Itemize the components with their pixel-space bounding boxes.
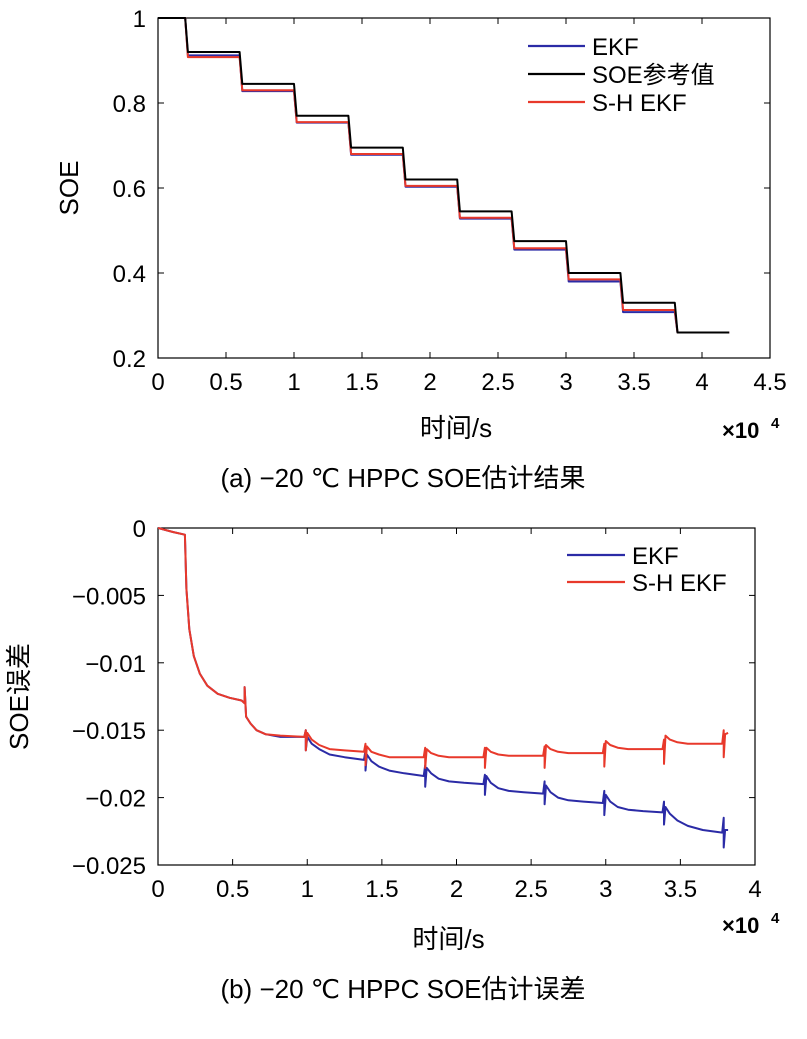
chart-b-y-tick-label: −0.025: [72, 853, 146, 880]
chart-a-x-exponent-power: 4: [771, 415, 780, 432]
chart-a-caption: (a) −20 ℃ HPPC SOE估计结果: [220, 463, 585, 493]
chart-b-legend-entry-0: EKF: [632, 543, 679, 570]
chart-b-y-tick-label: −0.005: [72, 583, 146, 610]
chart-a-x-tick-label: 4.5: [753, 369, 786, 396]
chart-b-y-tick-label: −0.01: [85, 651, 146, 678]
chart-a-y-tick-label: 0.8: [113, 91, 146, 118]
chart-a-x-tick-label: 3: [559, 369, 572, 396]
chart-a-y-tick-label: 0.2: [113, 346, 146, 373]
chart-b-legend-entry-1: S-H EKF: [632, 570, 727, 597]
chart-a-x-tick-label: 2.5: [481, 369, 514, 396]
chart-b-y-tick-label: −0.02: [85, 786, 146, 813]
chart-a-x-tick-label: 1.5: [345, 369, 378, 396]
chart-a-x-exponent-base: ×10: [722, 418, 759, 443]
chart-b-x-tick-label: 1: [301, 876, 314, 903]
chart-a-y-axis-label: SOE: [54, 161, 84, 216]
chart-a-legend-entry-2: S-H EKF: [592, 90, 687, 117]
chart-a-series-line-1: [158, 17, 730, 334]
chart-a-x-axis-label: 时间/s: [420, 413, 492, 443]
chart-b-x-tick-label: 1.5: [365, 876, 398, 903]
chart-b-caption: (b) −20 ℃ HPPC SOE估计误差: [220, 974, 585, 1004]
chart-b-y-tick-label: 0: [133, 516, 146, 543]
chart-b-series-line-1: [158, 527, 729, 769]
chart-a-y-tick-label: 0.4: [113, 261, 146, 288]
chart-a-y-tick-label: 0.6: [113, 176, 146, 203]
chart-b-x-tick-label: 2.5: [514, 876, 547, 903]
chart-a-x-tick-label: 4: [695, 369, 708, 396]
chart-b-x-tick-label: 3: [599, 876, 612, 903]
chart-b-y-tick-label: −0.015: [72, 718, 146, 745]
chart-a-group: 0 0.5 1 1.5 2 2.5 3 3.5 4 4.5 0.2 0.4 0.6 0.8 1 EKFSOE参…: [54, 6, 787, 493]
chart-a-x-tick-label: 0: [151, 369, 164, 396]
chart-b-x-axis-label: 时间/s: [412, 924, 484, 954]
chart-b-x-tick-label: 3.5: [664, 876, 697, 903]
chart-b-group: 0 0.5 1 1.5 2 2.5 3 3.5 4 −0.025 −0.02 −0.015 −0.01 −…: [4, 516, 780, 1004]
chart-a-x-tick-label: 0.5: [209, 369, 242, 396]
chart-b-x-exponent-power: 4: [771, 910, 780, 927]
chart-b-y-axis-label: SOE误差: [4, 643, 34, 750]
chart-b-x-tick-label: 0.5: [216, 876, 249, 903]
chart-b-x-tick-label: 2: [450, 876, 463, 903]
chart-a-x-tick-label: 1: [287, 369, 300, 396]
chart-a-legend-entry-0: EKF: [592, 34, 639, 61]
chart-a-y-tick-label: 1: [133, 6, 146, 33]
chart-a-x-tick-label: 3.5: [617, 369, 650, 396]
chart-a-x-tick-label: 2: [423, 369, 436, 396]
chart-b-x-tick-label: 0: [151, 876, 164, 903]
chart-b-x-tick-label: 4: [748, 876, 761, 903]
chart-a-legend-entry-1: SOE参考值: [592, 62, 715, 89]
chart-b-x-exponent-base: ×10: [722, 913, 759, 938]
